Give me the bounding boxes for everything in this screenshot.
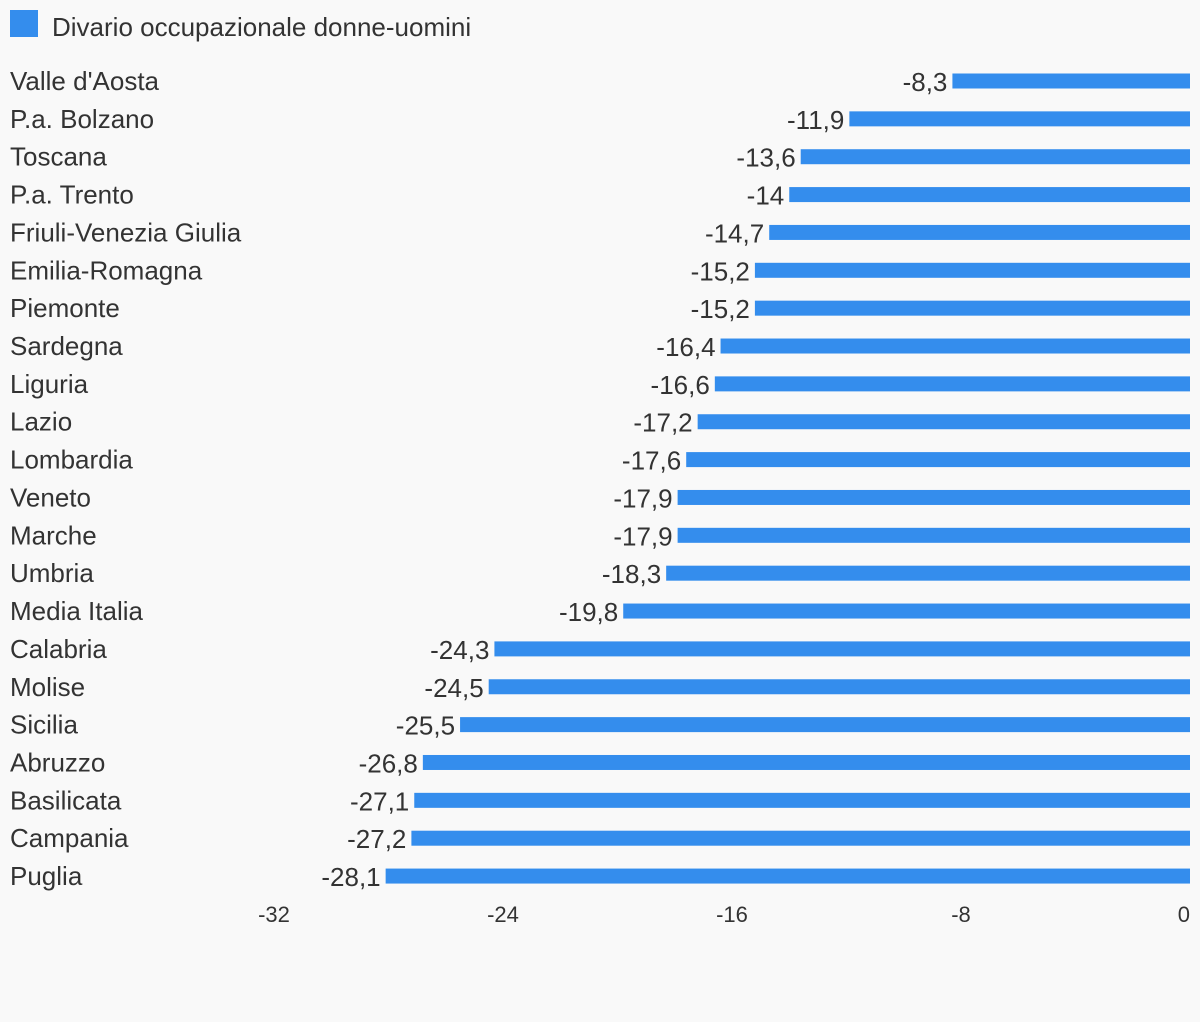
category-label: Campania bbox=[10, 823, 129, 853]
value-label: -28,1 bbox=[321, 862, 380, 892]
bar bbox=[414, 792, 1190, 808]
category-label: P.a. Trento bbox=[10, 180, 134, 210]
category-label: Marche bbox=[10, 520, 97, 550]
category-label: Piemonte bbox=[10, 293, 120, 323]
category-label: Media Italia bbox=[10, 596, 143, 626]
bar bbox=[800, 149, 1190, 165]
value-label: -24,3 bbox=[430, 635, 489, 665]
x-tick-label: -8 bbox=[951, 902, 971, 927]
bar bbox=[460, 717, 1190, 733]
bar bbox=[422, 754, 1191, 770]
x-tick-label: -16 bbox=[716, 902, 748, 927]
value-label: -17,9 bbox=[613, 483, 672, 513]
bar bbox=[697, 414, 1190, 430]
category-label: Lombardia bbox=[10, 445, 133, 475]
bar bbox=[720, 338, 1190, 354]
category-label: Liguria bbox=[10, 369, 89, 399]
value-label: -18,3 bbox=[602, 559, 661, 589]
bar-rows: Valle d'Aosta -8,3 P.a. Bolzano -11,9 Toscan… bbox=[10, 66, 1191, 892]
legend: Divario occupazionale donne-uomini bbox=[10, 10, 471, 42]
bar bbox=[385, 868, 1190, 884]
category-label: Molise bbox=[10, 672, 85, 702]
value-label: -27,2 bbox=[347, 824, 406, 854]
category-label: Sicilia bbox=[10, 710, 78, 740]
category-label: Abruzzo bbox=[10, 747, 105, 777]
value-label: -8,3 bbox=[903, 67, 948, 97]
value-label: -17,2 bbox=[633, 408, 692, 438]
bar bbox=[849, 111, 1190, 127]
bar bbox=[714, 376, 1190, 392]
x-tick-label: 0 bbox=[1178, 902, 1190, 927]
value-label: -17,9 bbox=[613, 521, 672, 551]
value-label: -13,6 bbox=[736, 143, 795, 173]
value-label: -15,2 bbox=[691, 256, 750, 286]
bar bbox=[789, 187, 1190, 203]
bar bbox=[411, 830, 1190, 846]
x-tick-label: -32 bbox=[258, 902, 290, 927]
bar bbox=[754, 300, 1190, 316]
bar bbox=[494, 641, 1191, 657]
category-label: P.a. Bolzano bbox=[10, 104, 154, 134]
category-label: Umbria bbox=[10, 558, 94, 588]
category-label: Calabria bbox=[10, 634, 107, 664]
value-label: -17,6 bbox=[622, 446, 681, 476]
category-label: Veneto bbox=[10, 482, 91, 512]
category-label: Friuli-Venezia Giulia bbox=[10, 217, 242, 247]
value-label: -25,5 bbox=[396, 711, 455, 741]
value-label: -26,8 bbox=[359, 748, 418, 778]
value-label: -27,1 bbox=[350, 786, 409, 816]
value-label: -16,6 bbox=[651, 370, 710, 400]
bar bbox=[488, 679, 1190, 695]
value-label: -14 bbox=[747, 181, 785, 211]
x-axis: -32 -24 -16 -8 0 bbox=[258, 902, 1190, 927]
bar bbox=[677, 527, 1190, 543]
value-label: -19,8 bbox=[559, 597, 618, 627]
category-label: Toscana bbox=[10, 142, 107, 172]
legend-swatch bbox=[10, 10, 38, 37]
category-label: Sardegna bbox=[10, 331, 123, 361]
bar bbox=[686, 452, 1190, 468]
bar bbox=[677, 489, 1190, 505]
value-label: -14,7 bbox=[705, 218, 764, 248]
value-label: -16,4 bbox=[656, 332, 715, 362]
bar bbox=[952, 73, 1190, 89]
category-label: Emilia-Romagna bbox=[10, 255, 203, 285]
value-label: -15,2 bbox=[691, 294, 750, 324]
legend-label: Divario occupazionale donne-uomini bbox=[52, 12, 471, 42]
category-label: Lazio bbox=[10, 407, 72, 437]
category-label: Valle d'Aosta bbox=[10, 66, 160, 96]
bar bbox=[769, 224, 1190, 240]
bar bbox=[623, 603, 1190, 619]
x-tick-label: -24 bbox=[487, 902, 519, 927]
bar bbox=[754, 262, 1190, 278]
category-label: Basilicata bbox=[10, 785, 122, 815]
value-label: -24,5 bbox=[424, 673, 483, 703]
category-label: Puglia bbox=[10, 861, 83, 891]
bar bbox=[666, 565, 1190, 581]
value-label: -11,9 bbox=[787, 105, 844, 135]
